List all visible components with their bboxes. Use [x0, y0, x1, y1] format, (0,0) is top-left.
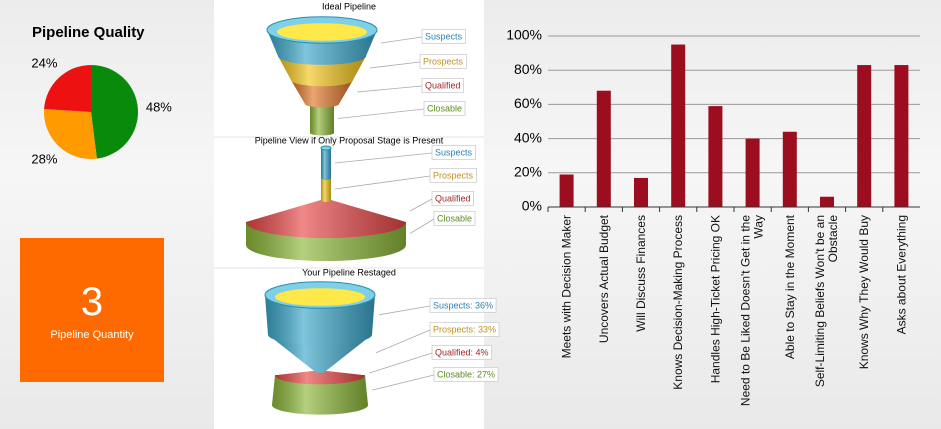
- pie-slice: [44, 65, 91, 112]
- bar: [708, 106, 723, 207]
- funnel-shade: [246, 200, 406, 238]
- funnel-label: Suspects: 36%: [433, 300, 493, 310]
- funnel-label-box: [429, 297, 497, 313]
- funnel-label-box: [429, 167, 477, 183]
- funnel-shade: [265, 295, 375, 345]
- funnel-title: Your Pipeline Restaged: [302, 267, 396, 277]
- funnel-shade: [291, 80, 353, 108]
- funnel-label: Qualified: 4%: [435, 347, 489, 357]
- funnel-label: Qualified: [425, 80, 461, 90]
- y-tick-label: 20%: [514, 164, 542, 180]
- bar: [894, 65, 909, 207]
- x-tick-label: Meets with Decision Maker: [559, 215, 574, 359]
- bar: [745, 138, 760, 207]
- funnel-shade: [272, 375, 368, 415]
- bar: [634, 177, 648, 207]
- y-tick-label: 60%: [514, 95, 542, 111]
- leader-line: [334, 175, 431, 190]
- funnel-shade: [321, 178, 331, 202]
- x-tick-label: Need to Be Liked Doesn't Get in the Way: [738, 215, 766, 407]
- funnel-shade: [268, 334, 372, 373]
- funnel-label-box: [429, 321, 500, 337]
- funnel-label: Prospects: [423, 56, 464, 66]
- y-tick-label: 40%: [514, 129, 542, 145]
- bar: [820, 196, 834, 207]
- x-tick-label: Able to Stay in the Moment: [782, 215, 797, 360]
- y-tick-label: 0%: [522, 198, 542, 214]
- funnel-shade: [321, 148, 331, 180]
- x-tick-label: Will Discuss Finances: [633, 215, 648, 332]
- funnel-label-box: [423, 100, 466, 116]
- funnel-surface: [275, 288, 365, 306]
- bar: [671, 44, 686, 207]
- leader-line: [371, 374, 435, 391]
- funnel-title: Pipeline View if Only Proposal Stage is …: [255, 135, 444, 145]
- funnel-label: Suspects: [435, 147, 473, 157]
- bar: [596, 90, 611, 207]
- funnel-label-box: [433, 366, 499, 382]
- funnel-label-box: [431, 344, 492, 360]
- funnel-rim: [320, 145, 332, 151]
- bar: [782, 131, 797, 207]
- x-tick-label: Handles High-Ticket Pricing OK: [707, 215, 722, 384]
- kpi-tile: 3 Pipeline Quantity: [20, 238, 164, 382]
- funnel-label: Suspects: [425, 31, 463, 41]
- funnel-label: Closable: [437, 213, 472, 223]
- pie-slice: [44, 109, 97, 159]
- funnel-shade: [310, 104, 334, 136]
- funnel-label: Prospects: [433, 170, 474, 180]
- x-tick-label: Asks about Everything: [893, 215, 908, 335]
- leader-line: [378, 305, 431, 316]
- leader-line: [409, 198, 433, 212]
- funnel-label: Closable: [427, 103, 462, 113]
- x-tick-label: Knows Why They Would Buy: [856, 215, 871, 370]
- funnel-label-box: [433, 210, 476, 226]
- leader-line: [356, 85, 423, 93]
- y-tick-label: 80%: [514, 61, 542, 77]
- bar: [559, 174, 574, 207]
- pie-title: Pipeline Quality: [32, 24, 145, 41]
- funnel-label-box: [419, 53, 467, 69]
- leader-line: [409, 218, 435, 234]
- funnel-shade: [275, 370, 366, 385]
- funnel-label: Qualified: [435, 193, 471, 203]
- kpi-value: 3: [80, 280, 104, 324]
- leader-line: [369, 61, 421, 69]
- x-tick-label: Self-Limiting Beliefs Won't be an Obstac…: [813, 215, 840, 388]
- funnel-label-box: [421, 77, 464, 93]
- y-tick-label: 100%: [506, 27, 542, 43]
- bar: [857, 65, 872, 207]
- leader-line: [334, 152, 433, 164]
- funnel-title: Ideal Pipeline: [322, 1, 376, 11]
- pie-label: 48%: [146, 99, 172, 114]
- funnel-surface: [277, 23, 367, 41]
- kpi-label: Pipeline Quantity: [50, 329, 134, 341]
- pie-label: 24%: [31, 55, 57, 70]
- x-tick-label: Uncovers Actual Budget: [596, 215, 611, 344]
- funnel-label: Prospects: 33%: [433, 324, 496, 334]
- funnel-label-box: [421, 28, 466, 44]
- x-tick-label: Knows Decision-Making Process: [670, 215, 685, 390]
- leader-line: [337, 108, 425, 119]
- funnel-label-box: [431, 144, 476, 160]
- funnel-label-box: [431, 190, 474, 206]
- leader-line: [375, 329, 431, 354]
- leader-line: [368, 352, 433, 374]
- leader-line: [380, 36, 423, 44]
- funnel-label: Closable: 27%: [437, 369, 495, 379]
- pie-label: 28%: [31, 152, 57, 167]
- pie-slice: [91, 65, 139, 159]
